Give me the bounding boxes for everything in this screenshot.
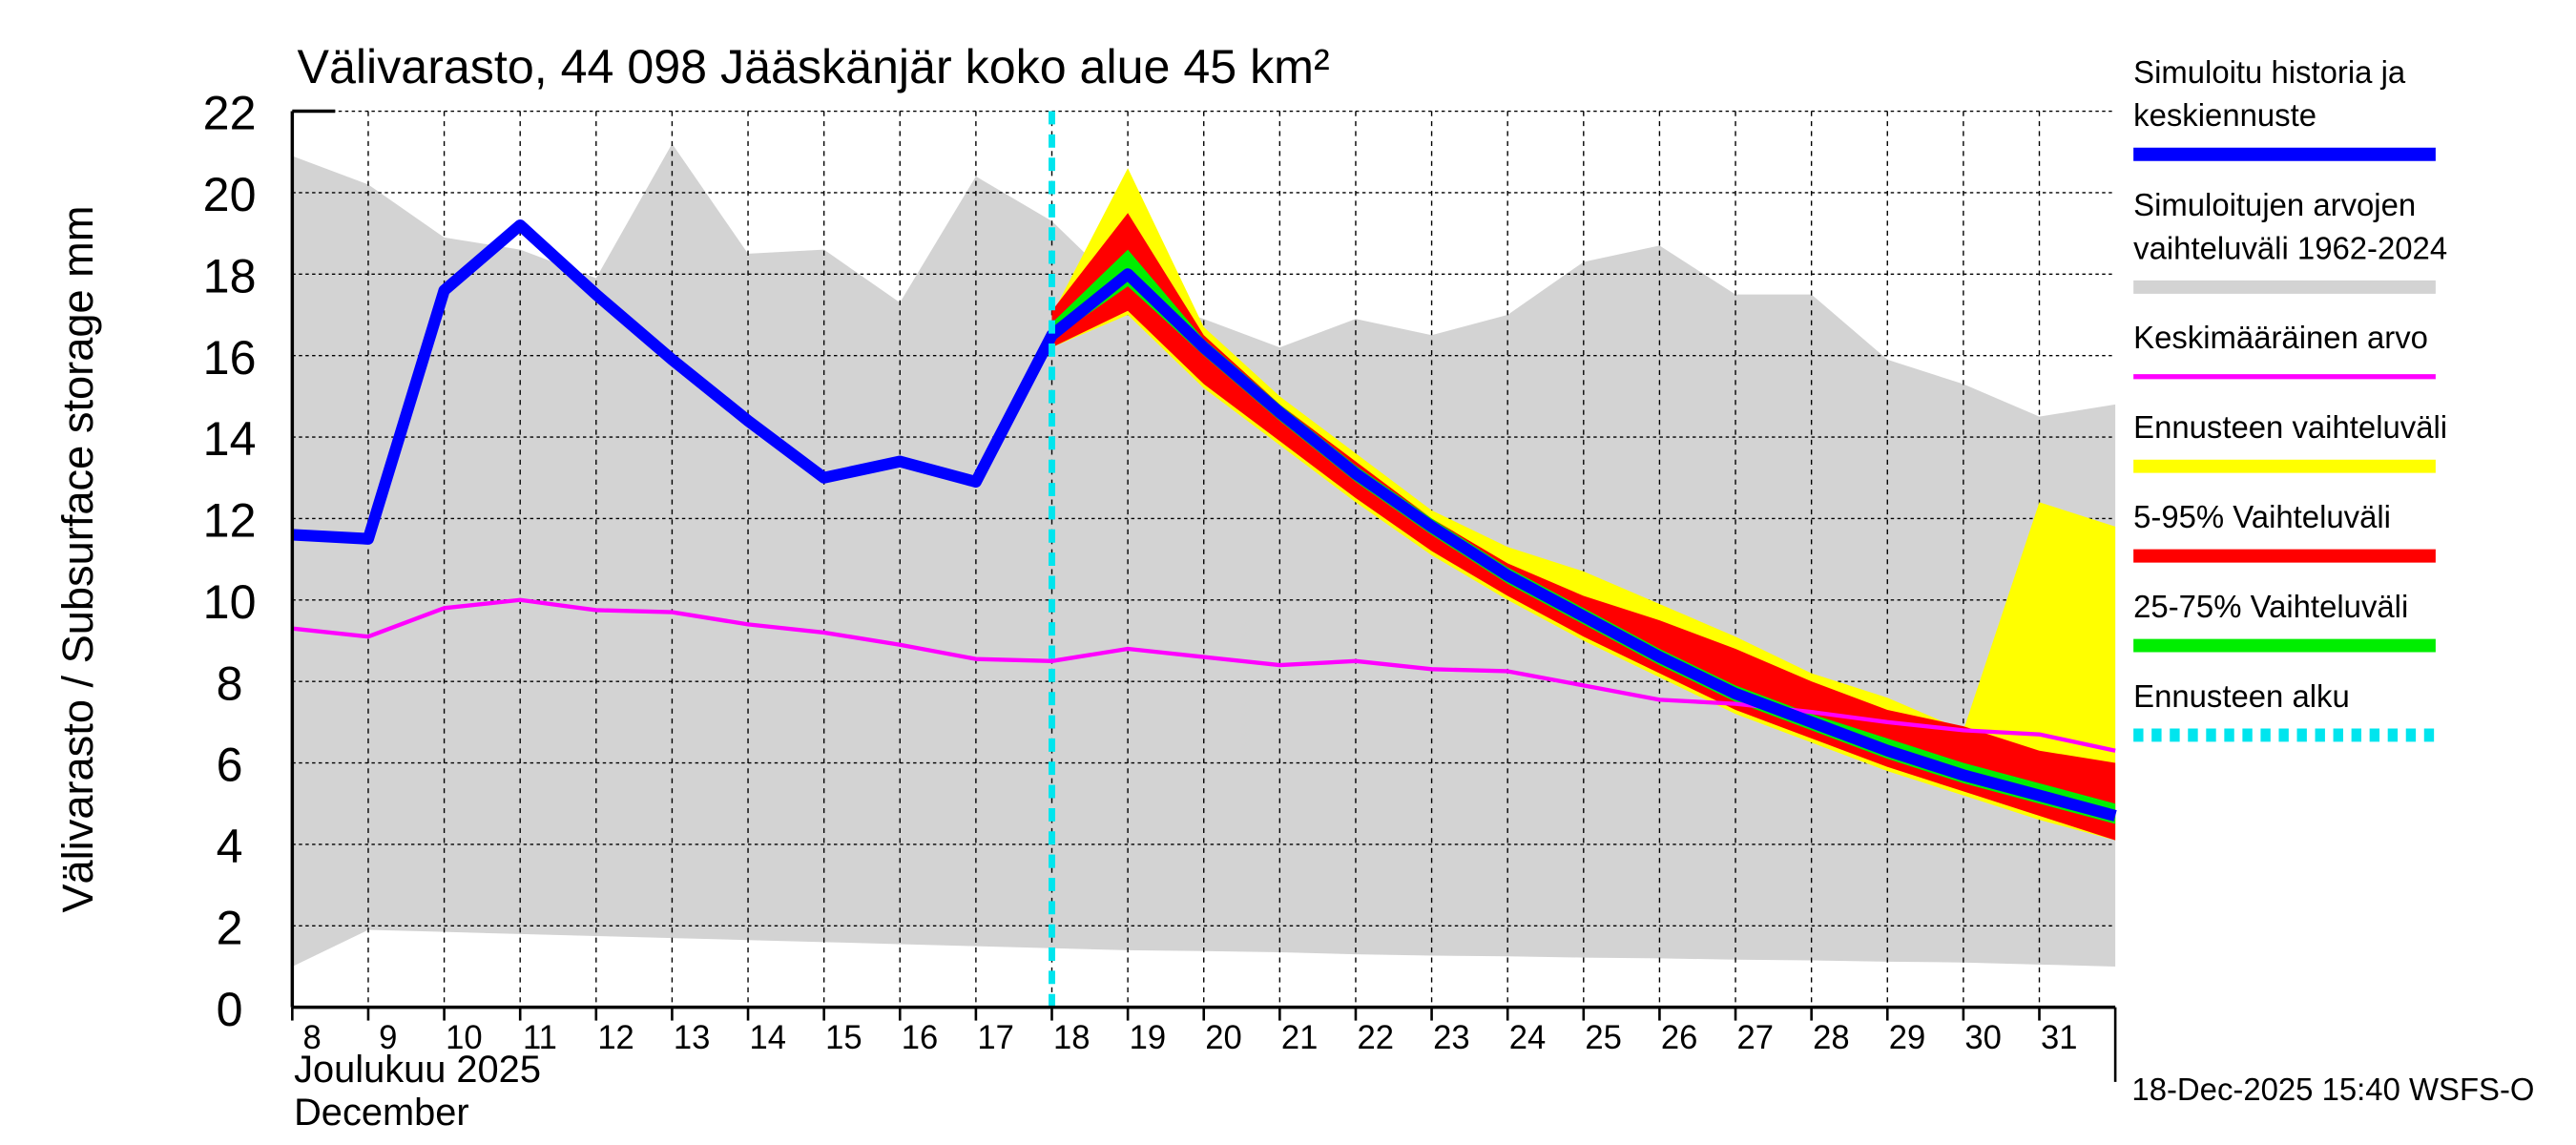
x-tick-label: 21 xyxy=(1281,1020,1319,1056)
y-tick-label: 8 xyxy=(217,656,243,710)
x-tick-label: 23 xyxy=(1433,1020,1470,1056)
y-tick-label: 16 xyxy=(203,330,257,385)
x-axis-label-month: Joulukuu 2025 xyxy=(294,1049,541,1091)
x-tick-label: 14 xyxy=(750,1020,787,1056)
x-tick-label: 13 xyxy=(674,1020,711,1056)
x-tick-label: 20 xyxy=(1205,1020,1242,1056)
legend-label: keskiennuste xyxy=(2133,97,2316,133)
x-tick-label: 16 xyxy=(902,1020,939,1056)
y-tick-label: 20 xyxy=(203,167,257,221)
legend: Simuloitu historia ja keskiennuste Simuloi… xyxy=(2133,54,2447,742)
legend-label: 25-75% Vaihteluväli xyxy=(2133,589,2408,624)
x-tick-label: 27 xyxy=(1737,1020,1775,1056)
legend-label: Ennusteen alku xyxy=(2133,678,2350,714)
x-tick-label: 29 xyxy=(1889,1020,1926,1056)
x-tick-label: 30 xyxy=(1964,1020,2002,1056)
y-tick-label: 2 xyxy=(217,900,243,954)
x-tick-label: 12 xyxy=(597,1020,634,1056)
y-tick-label: 18 xyxy=(203,248,257,302)
x-tick-label: 24 xyxy=(1509,1020,1547,1056)
x-tick-label: 15 xyxy=(825,1020,862,1056)
x-tick-label: 22 xyxy=(1357,1020,1394,1056)
legend-label: Simuloitujen arvojen xyxy=(2133,187,2416,222)
x-tick-label: 25 xyxy=(1585,1020,1622,1056)
y-tick-label: 4 xyxy=(217,819,243,873)
x-tick-label: 8 xyxy=(302,1020,321,1056)
legend-label: vaihteluväli 1962-2024 xyxy=(2133,230,2447,265)
x-tick-label: 18 xyxy=(1053,1020,1091,1056)
x-tick-label: 19 xyxy=(1130,1020,1167,1056)
y-tick-label: 6 xyxy=(217,738,243,792)
x-tick-label: 9 xyxy=(379,1020,397,1056)
chart-title: Välivarasto, 44 098 Jääskänjär koko alue… xyxy=(298,39,1330,94)
x-tick-label: 28 xyxy=(1813,1020,1850,1056)
legend-label: Keskimääräinen arvo xyxy=(2133,320,2428,355)
legend-label: Simuloitu historia ja xyxy=(2133,54,2406,90)
y-tick-label: 14 xyxy=(203,411,257,466)
y-axis-label: Välivarasto / Subsurface storage mm xyxy=(53,206,102,913)
x-tick-label: 17 xyxy=(977,1020,1014,1056)
y-tick-label: 12 xyxy=(203,492,257,547)
footer-timestamp: 18-Dec-2025 15:40 WSFS-O xyxy=(2131,1072,2534,1107)
x-axis-label-month-en: December xyxy=(294,1092,469,1134)
x-tick-label: 31 xyxy=(2041,1020,2078,1056)
y-tick-label: 0 xyxy=(217,982,243,1036)
x-tick-label: 26 xyxy=(1661,1020,1698,1056)
x-tick-label: 11 xyxy=(523,1020,557,1056)
simulated-median-line xyxy=(292,219,2117,822)
y-tick-label: 10 xyxy=(203,574,257,629)
mean-line xyxy=(292,597,2116,753)
y-tick-label: 22 xyxy=(203,86,257,140)
legend-label: 5-95% Vaihteluväli xyxy=(2133,499,2391,534)
x-tick-label: 10 xyxy=(446,1020,483,1056)
legend-label: Ennusteen vaihteluväli xyxy=(2133,409,2447,445)
